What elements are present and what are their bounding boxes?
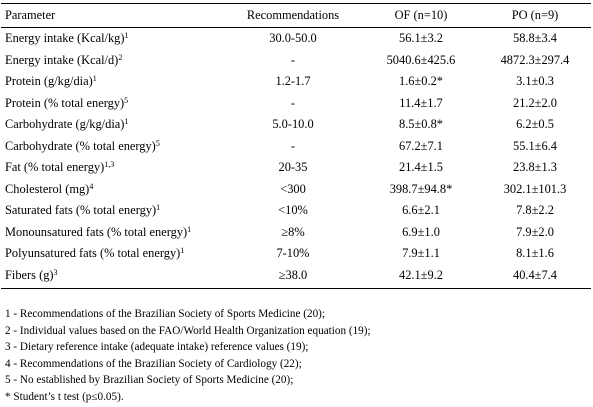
parameter-label: Energy intake (Kcal/kg) [5,31,125,45]
cell-recommendation: - [290,138,296,153]
parameter-label: Carbohydrate (% total energy) [5,138,156,153]
footnote-ref: 1 [124,117,129,126]
parameter-label: Saturated fats (% total energy) [5,203,157,217]
cell-recommendation: - [290,52,296,67]
cell-po: 4872.3±297.4 [500,52,570,67]
footnote-ref: 4 [89,181,94,191]
cell-of: 7.9±1.1 [402,246,440,260]
footnote: 5 - No established by Brazilian Society … [5,374,294,386]
cell-po: 21.2±2.0 [513,95,557,110]
table-row: Cholesterol (mg)4 <300 398.7±94.8* 302.1±10… [1,179,591,201]
table-row: Carbohydrate (% total energy)5 - 67.2±7.1 5… [1,136,591,158]
footnote-ref: 1 [180,246,185,255]
cell-parameter: Energy intake (Kcal/kg)1 [1,28,223,50]
cell-parameter: Saturated fats (% total energy)1 [1,200,223,222]
cell-recommendation: - [290,95,296,110]
cell-recommendation: 7-10% [276,246,310,260]
cell-recommendation: 5.0-10.0 [272,117,314,131]
header-po: PO (n=9) [479,3,591,28]
footnote-ref: 3 [53,268,58,278]
table-row: Monounsatured fats (% total energy)1 ≥8% 6… [1,222,591,244]
cell-of: 8.5±0.8* [399,117,443,131]
cell-recommendation: ≥8% [281,224,305,239]
cell-recommendation: 30.0-50.0 [269,31,317,45]
cell-po: 7.9±2.0 [516,224,554,239]
parameter-label: Cholesterol (mg) [5,181,90,196]
table-row: Saturated fats (% total energy)1 <10% 6.6±… [1,200,591,222]
cell-of: 5040.6±425.6 [386,52,456,67]
header-of: OF (n=10) [363,3,479,28]
footnote-ref: 1 [187,224,192,234]
footnote-ref: 2 [118,52,123,62]
cell-po: 55.1±6.4 [513,138,557,153]
table-footnotes: 1 - Recommendations of the Brazilian Soc… [5,306,590,405]
table-row: Protein (% total energy)5 - 11.4±1.7 21.2±2… [1,93,591,115]
parameter-label: Monounsatured fats (% total energy) [5,224,188,239]
cell-po: 6.2±0.5 [516,117,554,131]
cell-parameter: Fibers (g)3 [1,264,223,289]
footnote: 2 - Individual values based on the FAO/W… [5,324,371,337]
cell-of: 6.6±2.1 [402,203,440,217]
footnote: * Student’s t test (p≤0.05). [5,390,124,403]
cell-po: 3.1±0.3 [516,74,554,88]
footnote-ref: 1,3 [104,160,115,169]
cell-recommendation: <300 [280,181,306,196]
header-parameter: Parameter [1,3,223,28]
footnote-ref: 5 [124,95,129,105]
parameter-label: Fibers (g) [5,268,54,283]
cell-recommendation: <10% [278,203,308,217]
table-header-row: Parameter Recommendations OF (n=10) PO (… [1,3,591,28]
table-row: Protein (g/kg/dia)1 1.2-1.7 1.6±0.2* 3.1±0.… [1,71,591,93]
header-recommendations: Recommendations [223,3,363,28]
cell-recommendation: ≥38.0 [223,264,363,289]
table-row: Polyunsatured fats (% total energy)1 7-10… [1,243,591,265]
cell-of: 21.4±1.5 [399,160,443,174]
nutrition-table: Parameter Recommendations OF (n=10) PO (… [1,3,591,289]
cell-recommendation: 20-35 [278,160,308,174]
table-row: Fat (% total energy)1,3 20-35 21.4±1.5 23.8… [1,157,591,179]
parameter-label: Carbohydrate (g/kg/dia) [5,117,125,131]
cell-parameter: Polyunsatured fats (% total energy)1 [1,243,223,265]
parameter-label: Fat (% total energy) [5,160,105,174]
cell-parameter: Protein (% total energy)5 [1,93,223,115]
cell-parameter: Carbohydrate (% total energy)5 [1,136,223,158]
cell-parameter: Fat (% total energy)1,3 [1,157,223,179]
cell-of: 1.6±0.2* [399,74,443,88]
cell-parameter: Monounsatured fats (% total energy)1 [1,222,223,244]
cell-po: 302.1±101.3 [503,181,567,196]
footnote-ref: 1 [124,31,129,40]
footnote: 4 - Recommendations of the Brazilian Soc… [5,357,302,370]
cell-po: 40.4±7.4 [479,264,591,289]
footnote-ref: 1 [92,74,97,83]
footnote-ref: 1 [156,203,161,212]
footnote: 3 - Dietary reference intake (adequate i… [5,341,309,353]
footnote: 1 - Recommendations of the Brazilian Soc… [5,308,326,320]
parameter-label: Energy intake (Kcal/d) [5,52,119,67]
table-row: Fibers (g)3 ≥38.0 42.1±9.2 40.4±7.4 [1,264,591,289]
cell-of: 11.4±1.7 [399,95,443,110]
table-row: Energy intake (Kcal/kg)1 30.0-50.0 56.1±3.… [1,28,591,50]
cell-parameter: Protein (g/kg/dia)1 [1,71,223,93]
cell-recommendation: 1.2-1.7 [275,74,311,88]
cell-po: 58.8±3.4 [513,31,557,45]
cell-of: 6.9±1.0 [402,224,440,239]
parameter-label: Polyunsatured fats (% total energy) [5,246,181,260]
cell-po: 7.8±2.2 [516,203,554,217]
cell-po: 8.1±1.6 [516,246,554,260]
cell-of: 398.7±94.8* [389,181,453,196]
table-row: Energy intake (Kcal/d)2 - 5040.6±425.6 4872… [1,50,591,72]
cell-po: 23.8±1.3 [513,160,557,174]
cell-of: 67.2±7.1 [399,138,443,153]
table-row: Carbohydrate (g/kg/dia)1 5.0-10.0 8.5±0.8*… [1,114,591,136]
parameter-label: Protein (% total energy) [5,95,125,110]
cell-parameter: Cholesterol (mg)4 [1,179,223,201]
parameter-label: Protein (g/kg/dia) [5,74,93,88]
cell-of: 42.1±9.2 [363,264,479,289]
cell-parameter: Carbohydrate (g/kg/dia)1 [1,114,223,136]
cell-of: 56.1±3.2 [399,31,443,45]
footnote-ref: 5 [155,138,160,148]
cell-parameter: Energy intake (Kcal/d)2 [1,50,223,72]
